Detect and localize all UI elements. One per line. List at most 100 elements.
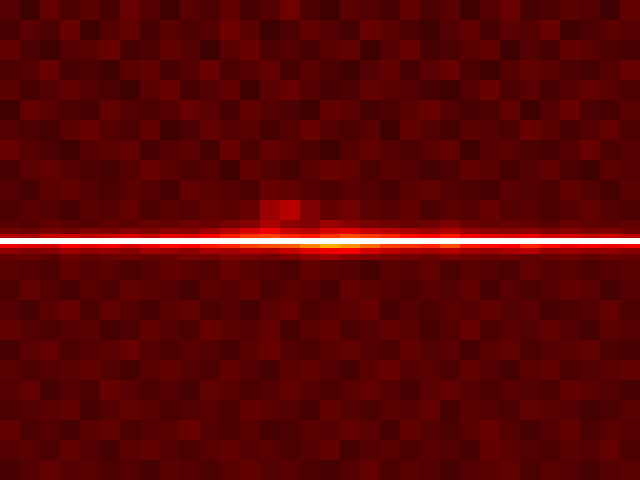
heatmap-cell [620, 380, 640, 400]
heatmap-cell [400, 380, 420, 400]
heatmap-cell [140, 60, 160, 80]
heatmap-cell [320, 40, 340, 60]
heatmap-cell [320, 228, 340, 234]
heatmap-cell [240, 420, 260, 440]
heatmap-cell [580, 460, 600, 480]
heatmap-cell [400, 180, 420, 200]
heatmap-cell [0, 380, 20, 400]
heatmap-cell [420, 60, 440, 80]
heatmap-cell [240, 380, 260, 400]
heatmap-cell [300, 244, 320, 248]
heatmap-cell [280, 20, 300, 40]
heatmap-cell [520, 360, 540, 380]
heatmap-cell [500, 140, 520, 160]
heatmap-cell [80, 254, 100, 260]
heatmap-cell [540, 100, 560, 120]
heatmap-cell [0, 320, 20, 340]
heatmap-cell [400, 100, 420, 120]
heatmap-cell [320, 100, 340, 120]
heatmap-cell [620, 248, 640, 254]
heatmap-cell [120, 254, 140, 260]
heatmap-cell [600, 238, 620, 244]
heatmap-cell [500, 180, 520, 200]
heatmap-cell [40, 440, 60, 460]
heatmap-cell [460, 340, 480, 360]
heatmap-cell [220, 360, 240, 380]
heatmap-cell [280, 320, 300, 340]
heatmap-cell [360, 248, 380, 254]
heatmap-cell [280, 238, 300, 244]
heatmap-cell [520, 380, 540, 400]
heatmap-cell [60, 300, 80, 320]
heatmap-cell [180, 180, 200, 200]
heatmap-cell [240, 140, 260, 160]
heatmap-cell [320, 20, 340, 40]
heatmap-cell [460, 228, 480, 234]
heatmap-cell [360, 244, 380, 248]
heatmap-cell [320, 360, 340, 380]
heatmap-cell [560, 280, 580, 300]
heatmap-cell [160, 400, 180, 420]
heatmap-cell [520, 60, 540, 80]
heatmap-cell [120, 360, 140, 380]
heatmap-cell [480, 280, 500, 300]
heatmap-cell [380, 220, 400, 228]
heatmap-cell [260, 400, 280, 420]
heatmap-cell [500, 160, 520, 180]
heatmap-cell [280, 260, 300, 280]
heatmap-cell [180, 60, 200, 80]
heatmap-cell [400, 140, 420, 160]
heatmap-cell [560, 360, 580, 380]
heatmap-cell [580, 300, 600, 320]
heatmap-cell [540, 260, 560, 280]
heatmap-cell [200, 234, 220, 238]
heatmap-cell [580, 180, 600, 200]
heatmap-cell [460, 40, 480, 60]
heatmap-cell [480, 400, 500, 420]
heatmap-cell [380, 260, 400, 280]
heatmap-cell [480, 0, 500, 20]
heatmap-cell [100, 360, 120, 380]
heatmap-cell [60, 238, 80, 244]
heatmap-cell [320, 460, 340, 480]
heatmap-cell [160, 440, 180, 460]
heatmap-cell [0, 120, 20, 140]
heatmap-cell [580, 380, 600, 400]
heatmap-cell [320, 280, 340, 300]
heatmap-cell [200, 244, 220, 248]
heatmap-cell [280, 100, 300, 120]
heatmap-cell [380, 80, 400, 100]
heatmap-cell [480, 40, 500, 60]
heatmap-cell [120, 340, 140, 360]
heatmap-cell [300, 460, 320, 480]
heatmap-cell [600, 40, 620, 60]
heatmap-cell [80, 200, 100, 220]
heatmap-cell [400, 0, 420, 20]
heatmap-cell [240, 228, 260, 234]
heatmap-cell [360, 80, 380, 100]
heatmap-cell [280, 200, 300, 220]
heatmap-cell [500, 420, 520, 440]
heatmap-cell [160, 228, 180, 234]
heatmap-cell [540, 380, 560, 400]
heatmap-cell [600, 160, 620, 180]
heatmap-cell [520, 0, 540, 20]
heatmap-cell [580, 160, 600, 180]
heatmap-cell [420, 340, 440, 360]
heatmap-cell [580, 60, 600, 80]
heatmap-cell [380, 234, 400, 238]
heatmap-cell [200, 238, 220, 244]
heatmap-cell [140, 100, 160, 120]
heatmap-cell [580, 280, 600, 300]
heatmap-cell [60, 0, 80, 20]
heatmap-cell [400, 244, 420, 248]
heatmap-cell [20, 120, 40, 140]
heatmap-cell [400, 360, 420, 380]
heatmap-cell [360, 180, 380, 200]
heatmap-cell [300, 140, 320, 160]
heatmap-cell [340, 380, 360, 400]
heatmap-cell [560, 228, 580, 234]
heatmap-cell [420, 254, 440, 260]
heatmap-cell [280, 460, 300, 480]
heatmap-cell [220, 20, 240, 40]
